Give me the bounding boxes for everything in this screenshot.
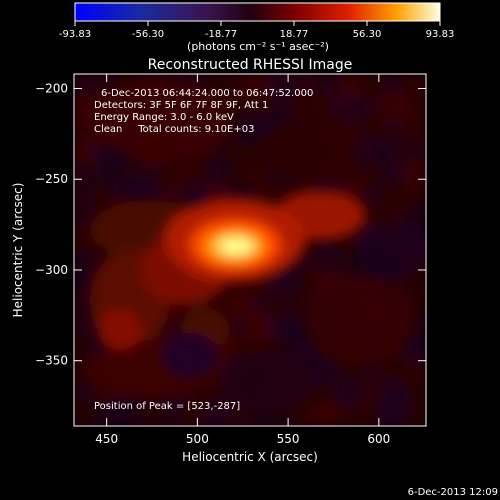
peak-position-text: Position of Peak = [523,-287] <box>94 401 240 412</box>
info-text: 6-Dec-2013 06:44:24.000 to 06:47:52.000 … <box>94 88 313 135</box>
y-tick-label: −200 <box>35 82 68 96</box>
x-axis-ticks: 450 500 550 600 <box>95 74 390 446</box>
x-tick-label: 600 <box>367 432 390 446</box>
colorbar: -93.83 -56.30 -18.77 18.77 56.30 93.83 (photo… <box>59 2 454 53</box>
colorbar-ticks: -93.83 -56.30 -18.77 18.77 56.30 93.83 <box>59 21 454 40</box>
colorbar-tick-label: 93.83 <box>426 29 455 40</box>
y-tick-label: −350 <box>35 354 68 368</box>
solar-image <box>74 74 426 426</box>
x-tick-label: 550 <box>277 432 300 446</box>
y-axis-ticks: −200 −250 −300 −350 <box>35 82 426 368</box>
x-axis-label: Heliocentric X (arcsec) <box>182 450 318 464</box>
colorbar-tick-label: 56.30 <box>353 29 382 40</box>
x-tick-label: 450 <box>95 432 118 446</box>
plot-title: Reconstructed RHESSI Image <box>148 57 353 73</box>
y-axis-label: Heliocentric Y (arcsec) <box>11 183 25 318</box>
info-detectors: Detectors: 3F 5F 6F 7F 8F 9F, Att 1 <box>94 100 268 111</box>
info-energy-range: Energy Range: 3.0 - 6.0 keV <box>94 112 234 123</box>
colorbar-tick-label: -56.30 <box>132 29 164 40</box>
colorbar-gradient <box>74 2 441 22</box>
y-tick-label: −300 <box>35 263 68 277</box>
colorbar-units: (photons cm⁻² s⁻¹ asec⁻²) <box>187 40 329 53</box>
x-tick-label: 500 <box>186 432 209 446</box>
info-time-range: 6-Dec-2013 06:44:24.000 to 06:47:52.000 <box>101 88 313 99</box>
colorbar-tick-label: -18.77 <box>205 29 237 40</box>
colorbar-tick-label: -93.83 <box>59 29 91 40</box>
footer-timestamp: 6-Dec-2013 12:09 <box>408 487 498 498</box>
y-tick-label: −250 <box>35 172 68 186</box>
colorbar-tick-label: 18.77 <box>280 29 309 40</box>
plot-frame <box>73 73 427 427</box>
info-clean-counts: Clean Total counts: 9.10E+03 <box>94 124 254 135</box>
